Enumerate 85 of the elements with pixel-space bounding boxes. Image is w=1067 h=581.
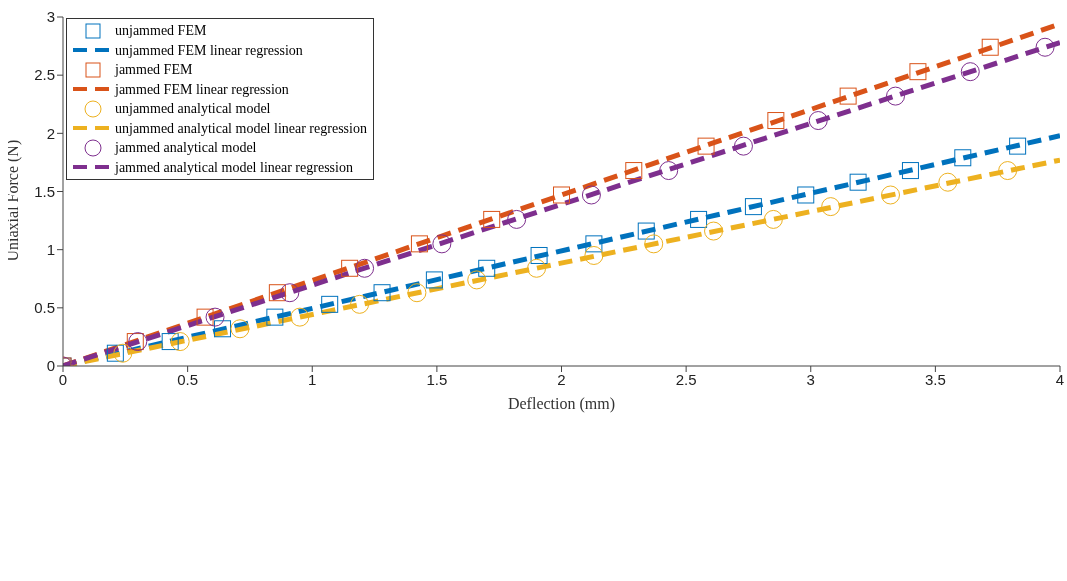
x-tick-label: 2 xyxy=(557,370,566,388)
point xyxy=(763,209,783,229)
point xyxy=(767,112,785,130)
point xyxy=(1009,137,1027,155)
x-tick-label: 3 xyxy=(806,370,815,388)
point xyxy=(881,185,901,205)
point xyxy=(280,283,300,303)
y-tick-label: 1 xyxy=(46,240,55,258)
point xyxy=(407,283,427,303)
x-axis-title: Deflection (mm) xyxy=(507,395,616,413)
point xyxy=(321,295,339,313)
x-tick-label: 2.5 xyxy=(675,370,697,388)
point xyxy=(808,111,828,131)
y-tick-label: 0 xyxy=(46,357,55,375)
point xyxy=(126,333,144,351)
point xyxy=(355,258,375,278)
point xyxy=(901,162,919,180)
point xyxy=(530,246,548,264)
point xyxy=(106,344,124,362)
point xyxy=(161,333,179,351)
point xyxy=(797,186,815,204)
x-tick-label: 0.5 xyxy=(177,370,199,388)
point xyxy=(350,294,370,314)
y-tick-label: 1.5 xyxy=(34,182,55,200)
point xyxy=(196,308,214,326)
point xyxy=(886,86,905,106)
legend-label: unjammed analytical model linear regression xyxy=(115,119,367,138)
point xyxy=(266,308,284,326)
point xyxy=(644,234,664,254)
point xyxy=(733,136,753,156)
point xyxy=(170,332,190,352)
point xyxy=(954,149,972,167)
point xyxy=(625,162,643,180)
point xyxy=(290,307,310,327)
point xyxy=(268,284,286,302)
legend-label: jammed analytical model linear regression xyxy=(115,158,353,177)
point xyxy=(981,38,999,56)
point xyxy=(849,173,867,191)
point xyxy=(697,137,715,155)
point xyxy=(690,210,708,228)
point xyxy=(483,210,501,228)
legend-label: jammed FEM xyxy=(115,61,193,79)
legend-label: jammed FEM linear regression xyxy=(115,80,289,99)
legend-label: jammed analytical model xyxy=(115,139,257,157)
point xyxy=(113,343,133,363)
y-tick-label: 2 xyxy=(46,124,55,142)
point xyxy=(584,245,604,265)
x-tick-label: 1.5 xyxy=(426,370,448,388)
point xyxy=(230,319,250,339)
point xyxy=(214,320,232,338)
point xyxy=(637,222,655,240)
point xyxy=(938,172,958,192)
legend-label: unjammed FEM xyxy=(115,22,207,40)
point xyxy=(341,259,359,277)
point xyxy=(425,271,443,289)
point xyxy=(553,186,570,204)
point xyxy=(373,284,391,302)
point xyxy=(581,185,601,205)
point xyxy=(467,270,487,290)
point xyxy=(704,221,724,241)
point xyxy=(960,62,980,82)
y-tick-label: 2.5 xyxy=(34,66,55,84)
x-tick-label: 0 xyxy=(58,370,68,388)
point xyxy=(432,234,452,254)
point xyxy=(744,198,762,216)
point xyxy=(128,332,148,352)
point xyxy=(909,63,927,81)
point xyxy=(205,307,225,327)
point xyxy=(478,259,496,277)
point xyxy=(998,161,1018,181)
legend-label: unjammed analytical model xyxy=(115,100,271,118)
point xyxy=(659,161,679,181)
point xyxy=(507,209,527,229)
x-tick-label: 3.5 xyxy=(924,370,946,388)
x-tick-label: 4 xyxy=(1055,370,1065,388)
x-tick-label: 1 xyxy=(308,370,317,388)
point xyxy=(585,235,603,253)
y-tick-label: 0.5 xyxy=(34,299,55,317)
point xyxy=(1035,37,1055,57)
point xyxy=(839,87,857,105)
legend-label: unjammed FEM linear regression xyxy=(115,41,303,60)
y-tick-label: 3 xyxy=(46,8,55,26)
point xyxy=(410,235,428,253)
point xyxy=(821,197,841,217)
point xyxy=(527,258,547,278)
